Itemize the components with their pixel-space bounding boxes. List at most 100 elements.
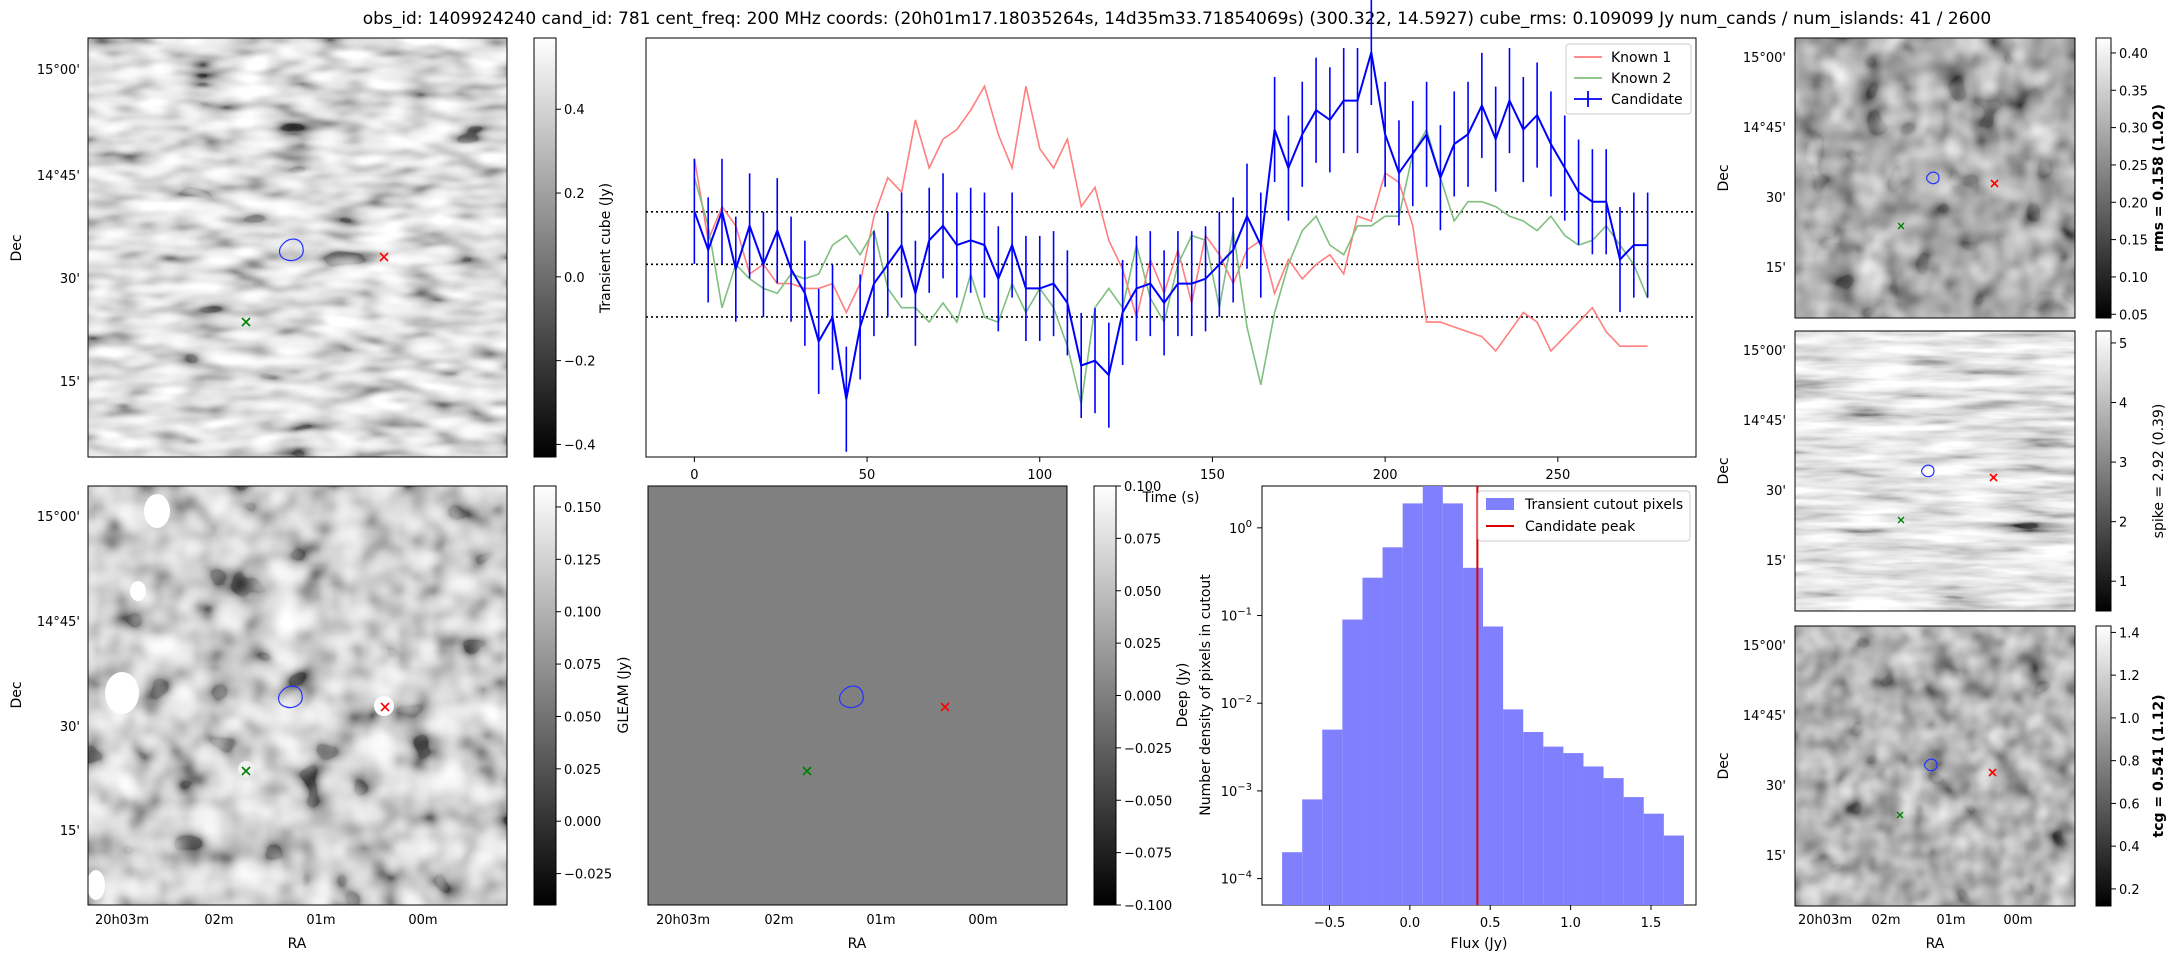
histogram-bar xyxy=(1402,503,1423,905)
known-1-marker xyxy=(1989,473,1998,482)
rms-ytick: 15°00' xyxy=(1743,51,1786,66)
colorbar-tick-label: −0.050 xyxy=(1124,794,1172,809)
tcg-image xyxy=(1795,626,2075,906)
candidate-contour xyxy=(277,685,303,709)
transient-cube-colorbar-label: Transient cube (Jy) xyxy=(598,183,614,314)
rms-frame xyxy=(1794,37,2076,319)
deep-ytick: 15°00' xyxy=(37,510,80,525)
rms-colorbar-fill xyxy=(2095,37,2112,319)
transient-cube-ytick: 30' xyxy=(60,272,80,287)
tcg-colorbar-fill xyxy=(2095,625,2112,907)
colorbar-tick-label: 0.050 xyxy=(1124,585,1161,600)
rms-ytick: 14°45' xyxy=(1743,121,1786,136)
deep-xtick: 02m xyxy=(204,913,233,928)
lightcurve-panel: 0 50 100 150 200 250 Time (s) Known 1 Known 2… xyxy=(645,0,1697,506)
colorbar-tick-label: 0.20 xyxy=(2119,196,2148,211)
tcg-xtick: 02m xyxy=(1871,913,1900,928)
histogram-bar xyxy=(1663,835,1684,905)
histogram-legend: Transient cutout pixels Candidate peak xyxy=(1477,490,1691,542)
deep-panel: 15°00' 14°45' 30' 15' Dec 20h03m 02m 01m… xyxy=(9,485,508,952)
histogram-xlabel: Flux (Jy) xyxy=(1451,936,1508,952)
lightcurve-legend: Known 1 Known 2 Candidate xyxy=(1565,43,1692,115)
colorbar-tick-label: −0.100 xyxy=(1124,899,1172,914)
colorbar-tick-label: 1.2 xyxy=(2119,669,2140,684)
colorbar-tick-label: 0.000 xyxy=(564,815,601,830)
spike-colorbar: spike = 2.92 (0.39) 1 2 3 4 5 xyxy=(2095,330,2167,612)
tcg-panel: 15°00' 14°45' 30' 15' Dec 20h03m 02m 01m… xyxy=(1716,625,2076,952)
tcg-colorbar: tcg = 0.541 (1.12) 0.2 0.4 0.6 0.8 1.0 1.2 1.4 xyxy=(2095,625,2167,907)
deep-bright-source xyxy=(238,761,254,777)
histogram-bars xyxy=(1282,486,1684,905)
known-2-marker xyxy=(1897,222,1905,230)
histogram-bar xyxy=(1623,797,1644,905)
spike-ytick: 15' xyxy=(1766,554,1786,569)
series-line-candidate xyxy=(693,52,1648,400)
spike-image xyxy=(1795,331,2075,611)
lightcurve-xtick-label: 100 xyxy=(1027,468,1052,483)
colorbar-tick-label: 1.4 xyxy=(2119,626,2140,641)
candidate-contour xyxy=(838,685,864,709)
deep-xtick: 01m xyxy=(306,913,335,928)
figure-title: obs_id: 1409924240 cand_id: 781 cent_fre… xyxy=(363,9,1991,29)
known-1-marker xyxy=(940,702,950,712)
deep-ylabel: Dec xyxy=(9,681,25,708)
lightcurve-frame xyxy=(645,37,1697,458)
transient-cube-panel: 15°00' 14°45' 30' 15' Dec xyxy=(9,37,508,458)
colorbar-tick-label: 0.30 xyxy=(2119,122,2148,137)
lightcurve-xtick-label: 50 xyxy=(859,468,876,483)
colorbar-tick-label: 0.15 xyxy=(2119,234,2148,249)
deep-colorbar-label: Deep (Jy) xyxy=(1175,663,1191,728)
tcg-ylabel: Dec xyxy=(1716,752,1732,779)
histogram-bar xyxy=(1563,753,1584,905)
colorbar-tick-label: 0.8 xyxy=(2119,755,2140,770)
colorbar-tick-label: 0.4 xyxy=(564,103,585,118)
histogram-bar xyxy=(1322,729,1343,905)
gleam-colorbar: −0.100 −0.075 −0.050 −0.025 0.000 0.025 0.050 0… xyxy=(1093,480,1172,914)
deep-colorbar-ticks: −0.025 0.000 0.025 0.050 0.075 0.100 0.125 0.15… xyxy=(556,501,612,883)
known-2-marker xyxy=(1897,516,1905,524)
tcg-xtick: 00m xyxy=(2003,913,2032,928)
deep-colorbar-fill xyxy=(533,485,557,906)
lightcurve-xtick-label: 200 xyxy=(1373,468,1398,483)
rms-ytick: 30' xyxy=(1766,191,1786,206)
colorbar-tick-label: 0.0 xyxy=(564,271,585,286)
transient-cube-image xyxy=(88,38,507,457)
candidate-contour xyxy=(1924,758,1938,772)
tcg-xlabel: RA xyxy=(1926,936,1945,952)
colorbar-tick-label: 0.4 xyxy=(2119,840,2140,855)
gleam-xtick: 02m xyxy=(764,913,793,928)
candidate-contour xyxy=(1921,464,1935,478)
colorbar-tick-label: 0.10 xyxy=(2119,271,2148,286)
histogram-ytick-label: 10−4 xyxy=(1221,870,1252,888)
deep-ytick: 15' xyxy=(60,824,80,839)
histogram-ytick-label: 10−3 xyxy=(1221,782,1252,800)
histogram-xtick-label: 1.5 xyxy=(1641,916,1662,931)
spike-frame xyxy=(1794,330,2076,612)
lightcurve-xtick-label: 0 xyxy=(690,468,698,483)
lightcurve-series xyxy=(693,0,1649,452)
deep-xtick: 00m xyxy=(408,913,437,928)
tcg-xtick: 20h03m xyxy=(1798,913,1852,928)
histogram-bar xyxy=(1462,567,1484,905)
known-2-marker xyxy=(241,317,251,327)
colorbar-tick-label: 3 xyxy=(2119,456,2127,471)
spike-ytick: 14°45' xyxy=(1743,414,1786,429)
lightcurve-legend-box xyxy=(1565,43,1692,115)
histogram-bar xyxy=(1302,799,1323,905)
known-1-marker xyxy=(1990,179,1999,188)
deep-bright-source xyxy=(130,581,146,601)
tcg-ytick: 14°45' xyxy=(1743,709,1786,724)
deep-bright-source xyxy=(105,672,139,714)
lightcurve-xtick-label: 250 xyxy=(1545,468,1570,483)
rms-colorbar-ticks: 0.05 0.10 0.15 0.20 0.25 0.30 0.35 0.40 xyxy=(2111,47,2148,323)
known-2-marker xyxy=(802,766,812,776)
colorbar-tick-label: −0.025 xyxy=(1124,742,1172,757)
colorbar-tick-label: −0.2 xyxy=(564,355,596,370)
rms-colorbar: rms = 0.158 (1.02) 0.050.100.150.200.250… xyxy=(2095,37,2167,323)
histogram-xtick-label: −0.5 xyxy=(1314,916,1346,931)
gleam-colorbar-fill xyxy=(1093,485,1117,906)
series-line-known-1 xyxy=(693,84,1648,353)
rms-image xyxy=(1795,38,2075,318)
colorbar-tick-label: 0.075 xyxy=(564,658,601,673)
colorbar-tick-label: −0.4 xyxy=(564,438,596,453)
